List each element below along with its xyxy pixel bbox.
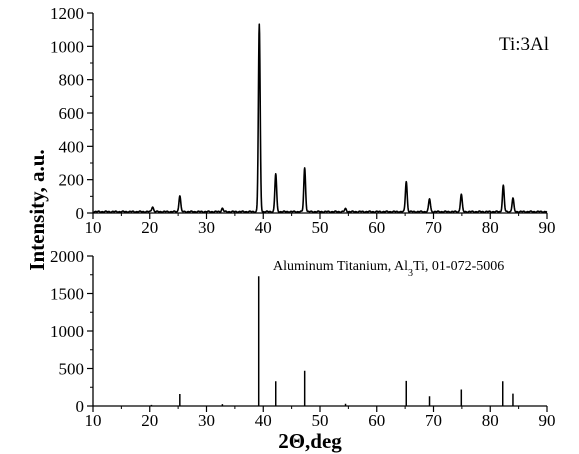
x-tick-label: 90 xyxy=(539,411,556,430)
measured-pattern-panel: 0 200 400 600 800 1000 1200 10 20 30 40 50 60 70 80 90 T… xyxy=(50,4,556,237)
x-tick-label: 80 xyxy=(482,218,499,237)
x-tick-label: 30 xyxy=(198,218,215,237)
y-tick-label: 1000 xyxy=(50,37,84,56)
reference-pattern-panel: 0 500 1000 1500 2000 10 20 30 40 50 60 70 80 90 Alumin… xyxy=(50,247,556,430)
x-tick-label: 30 xyxy=(198,411,215,430)
x-tick-label: 80 xyxy=(482,411,499,430)
reference-card-label: Aluminum Titanium, Al3Ti, 01-072-5006 xyxy=(273,259,504,279)
x-tick-label: 60 xyxy=(368,218,385,237)
x-axis-title: 2Θ,deg xyxy=(278,429,342,453)
sample-label: Ti:3Al xyxy=(499,34,549,55)
y-tick-label: 0 xyxy=(76,397,85,416)
x-tick-label: 10 xyxy=(85,218,102,237)
x-tick-label: 70 xyxy=(425,411,442,430)
y-tick-label: 2000 xyxy=(50,247,84,266)
x-tick-label: 40 xyxy=(255,411,272,430)
x-tick-label: 40 xyxy=(255,218,272,237)
y-tick-label: 600 xyxy=(59,104,85,123)
y-tick-label: 800 xyxy=(59,71,85,90)
y-axis-title: Intensity, a.u. xyxy=(25,149,49,270)
y-tick-label: 0 xyxy=(76,204,85,223)
x-tick-label: 10 xyxy=(85,411,102,430)
x-tick-label: 20 xyxy=(141,411,158,430)
y-tick-label: 400 xyxy=(59,137,85,156)
x-tick-label: 50 xyxy=(312,218,329,237)
y-tick-label: 500 xyxy=(59,360,85,379)
y-tick-label: 1200 xyxy=(50,4,84,23)
y-tick-label: 1000 xyxy=(50,322,84,341)
x-tick-label: 90 xyxy=(539,218,556,237)
y-tick-label: 1500 xyxy=(50,285,84,304)
x-tick-label: 60 xyxy=(368,411,385,430)
x-tick-label: 70 xyxy=(425,218,442,237)
x-tick-label: 20 xyxy=(141,218,158,237)
diffraction-pattern-line xyxy=(92,23,548,214)
y-tick-label: 200 xyxy=(59,171,85,190)
x-tick-label: 50 xyxy=(312,411,329,430)
